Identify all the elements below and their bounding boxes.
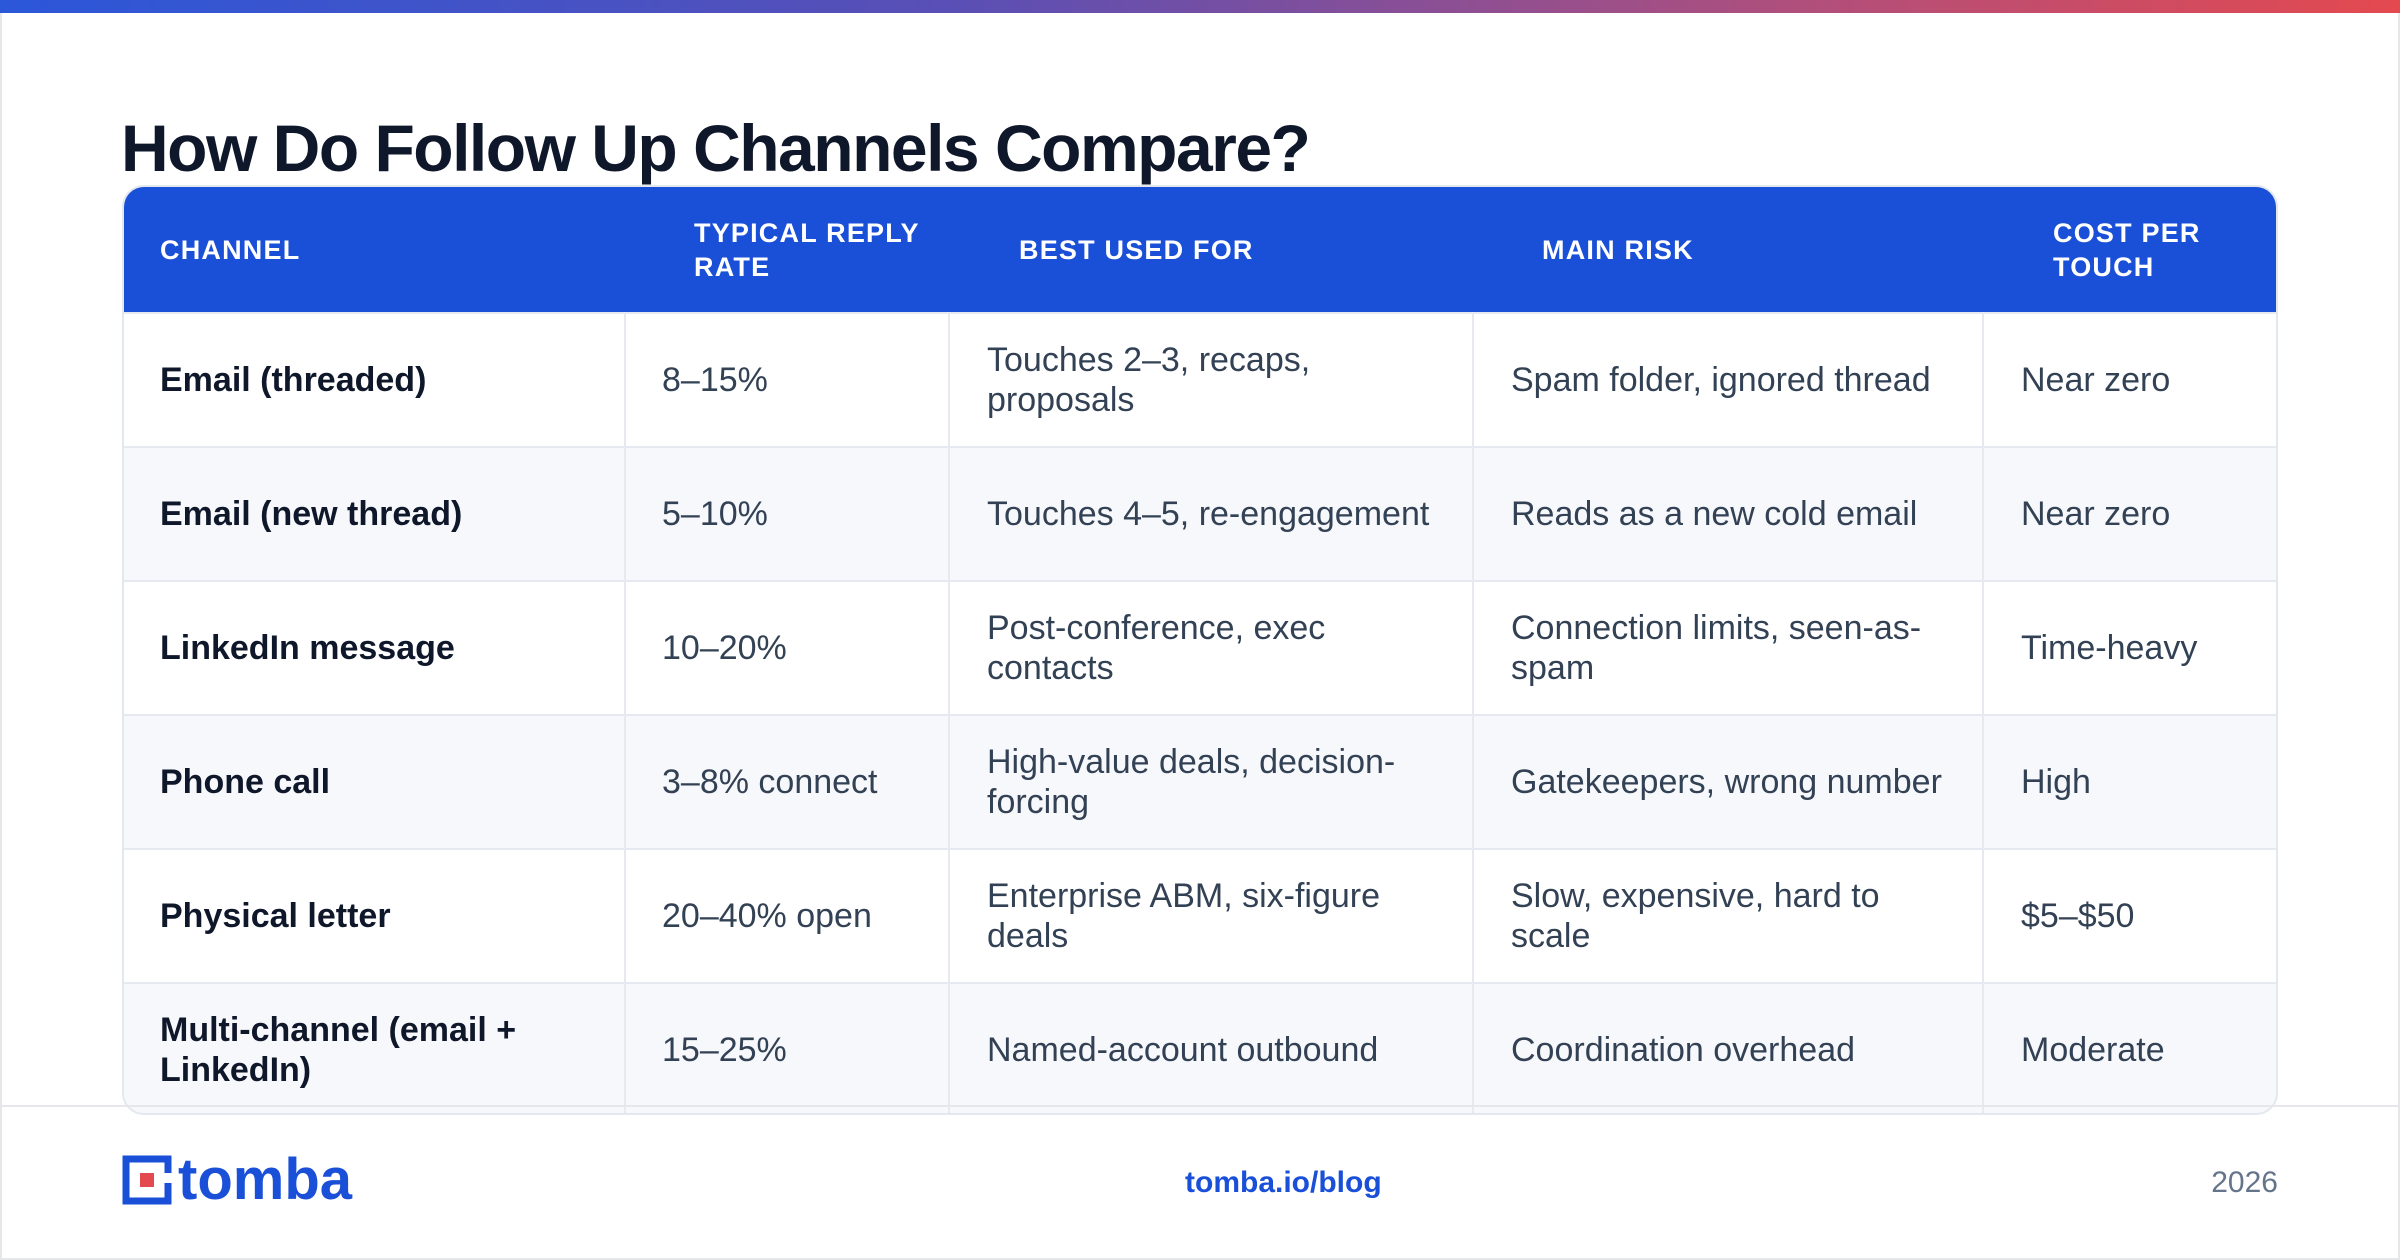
top-gradient-bar bbox=[0, 0, 2400, 13]
table-row: Phone call 3–8% connect High-value deals… bbox=[124, 714, 2276, 848]
cell-main-risk: Reads as a new cold email bbox=[1472, 448, 1982, 580]
table-header: CHANNEL TYPICAL REPLY RATE BEST USED FOR… bbox=[124, 187, 2276, 312]
cell-channel: Multi-channel (email + LinkedIn) bbox=[160, 1011, 517, 1089]
cell-reply-rate: 15–25% bbox=[624, 984, 948, 1113]
cell-cost: Time-heavy bbox=[1982, 582, 2276, 714]
cell-reply-rate: 10–20% bbox=[624, 582, 948, 714]
cell-cost: Near zero bbox=[1982, 314, 2276, 446]
tomba-logo-icon bbox=[122, 1155, 172, 1205]
blog-link[interactable]: tomba.io/blog bbox=[1185, 1166, 1382, 1199]
cell-best-used-for: High-value deals, decision-forcing bbox=[948, 716, 1472, 848]
cell-reply-rate: 3–8% connect bbox=[624, 716, 948, 848]
cell-channel: Email (new thread) bbox=[160, 495, 463, 533]
cell-best-used-for: Named-account outbound bbox=[948, 984, 1472, 1113]
cell-cost: Near zero bbox=[1982, 448, 2276, 580]
footer-divider bbox=[0, 1105, 2400, 1107]
cell-channel: LinkedIn message bbox=[160, 629, 455, 667]
cell-best-used-for: Touches 2–3, recaps, proposals bbox=[948, 314, 1472, 446]
cell-cost: High bbox=[1982, 716, 2276, 848]
cell-reply-rate: 8–15% bbox=[624, 314, 948, 446]
cell-cost: Moderate bbox=[1982, 984, 2276, 1113]
header-main-risk: MAIN RISK bbox=[1542, 234, 1694, 265]
page-title: How Do Follow Up Channels Compare? bbox=[121, 111, 1311, 185]
header-best-used-for: BEST USED FOR bbox=[1019, 234, 1254, 265]
table-row: Email (threaded) 8–15% Touches 2–3, reca… bbox=[124, 312, 2276, 446]
header-channel: CHANNEL bbox=[160, 234, 301, 265]
header-reply-rate: TYPICAL REPLY RATE bbox=[694, 217, 920, 282]
cell-main-risk: Spam folder, ignored thread bbox=[1472, 314, 1982, 446]
cell-main-risk: Coordination overhead bbox=[1472, 984, 1982, 1113]
tomba-logo[interactable]: tomba bbox=[122, 1147, 352, 1212]
cell-channel: Phone call bbox=[160, 763, 331, 801]
table-row: Physical letter 20–40% open Enterprise A… bbox=[124, 848, 2276, 982]
cell-channel: Physical letter bbox=[160, 897, 391, 935]
cell-best-used-for: Enterprise ABM, six-figure deals bbox=[948, 850, 1472, 982]
comparison-table: CHANNEL TYPICAL REPLY RATE BEST USED FOR… bbox=[122, 185, 2278, 1115]
cell-cost: $5–$50 bbox=[1982, 850, 2276, 982]
cell-best-used-for: Touches 4–5, re-engagement bbox=[948, 448, 1472, 580]
table-row: LinkedIn message 10–20% Post-conference,… bbox=[124, 580, 2276, 714]
header-cost-per-touch: COST PER TOUCH bbox=[2053, 217, 2201, 282]
cell-reply-rate: 5–10% bbox=[624, 448, 948, 580]
brand-name: tomba bbox=[178, 1147, 352, 1212]
cell-channel: Email (threaded) bbox=[160, 361, 427, 399]
cell-main-risk: Connection limits, seen-as-spam bbox=[1472, 582, 1982, 714]
cell-best-used-for: Post-conference, exec contacts bbox=[948, 582, 1472, 714]
cell-main-risk: Gatekeepers, wrong number bbox=[1472, 716, 1982, 848]
cell-reply-rate: 20–40% open bbox=[624, 850, 948, 982]
table-row: Multi-channel (email + LinkedIn) 15–25% … bbox=[124, 982, 2276, 1113]
footer-year: 2026 bbox=[2211, 1166, 2278, 1199]
cell-main-risk: Slow, expensive, hard to scale bbox=[1472, 850, 1982, 982]
table-row: Email (new thread) 5–10% Touches 4–5, re… bbox=[124, 446, 2276, 580]
